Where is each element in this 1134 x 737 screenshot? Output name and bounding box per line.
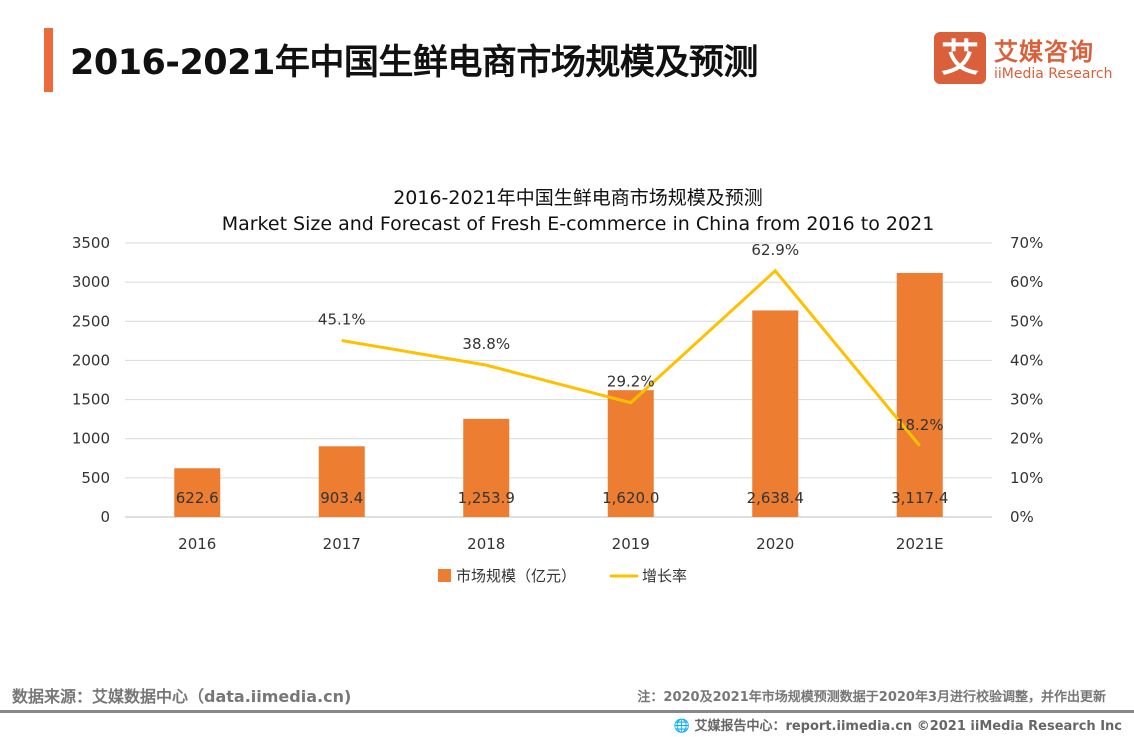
line-value-label: 45.1% — [318, 310, 366, 328]
y-left-tick: 2500 — [72, 312, 110, 330]
y-right-tick: 70% — [1010, 234, 1043, 252]
x-tick: 2018 — [467, 535, 505, 553]
bar — [318, 446, 365, 517]
bar-value-label: 2,638.4 — [747, 489, 804, 507]
bar-value-label: 1,253.9 — [458, 489, 515, 507]
title-accent-bar — [44, 28, 53, 92]
bar-value-label: 622.6 — [176, 489, 219, 507]
y-left-tick: 3500 — [72, 234, 110, 252]
x-tick: 2016 — [178, 535, 216, 553]
y-right-tick: 50% — [1010, 312, 1043, 330]
y-right-tick: 60% — [1010, 273, 1043, 291]
report-credit-text: 艾媒报告中心：report.iimedia.cn ©2021 iiMedia R… — [694, 719, 1122, 734]
bar — [174, 468, 221, 517]
y-left-tick: 0 — [100, 508, 110, 526]
logo-mark: 艾 — [934, 32, 986, 84]
page-title: 2016-2021年中国生鲜电商市场规模及预测 — [70, 43, 758, 83]
y-right-tick: 10% — [1010, 469, 1043, 487]
legend-bar-swatch — [438, 569, 451, 582]
line-value-label: 62.9% — [751, 241, 799, 259]
y-left-tick: 3000 — [72, 273, 110, 291]
bar — [896, 272, 943, 517]
iimedia-logo: 艾 艾媒咨询 iiMedia Research — [934, 32, 1114, 86]
bar — [607, 390, 654, 517]
y-left-tick: 2000 — [72, 351, 110, 369]
logo-name-en: iiMedia Research — [994, 66, 1113, 82]
bar-value-label: 1,620.0 — [602, 489, 659, 507]
y-left-tick: 1000 — [72, 430, 110, 448]
bar-value-label: 903.4 — [320, 489, 363, 507]
footnote: 注：2020及2021年市场规模预测数据于2020年3月进行校验调整，并作出更新 — [637, 690, 1106, 705]
bar — [752, 310, 799, 517]
line-value-label: 18.2% — [896, 416, 944, 434]
line-value-label: 38.8% — [462, 335, 510, 353]
x-tick: 2019 — [612, 535, 650, 553]
y-right-tick: 40% — [1010, 351, 1043, 369]
globe-icon: 🌐 — [673, 719, 690, 734]
y-left-tick: 500 — [81, 469, 110, 487]
x-tick: 2021E — [896, 535, 944, 553]
x-tick: 2020 — [756, 535, 794, 553]
logo-name-cn: 艾媒咨询 — [994, 38, 1094, 66]
y-right-tick: 20% — [1010, 430, 1043, 448]
y-left-tick: 1500 — [72, 391, 110, 409]
footer-divider — [0, 710, 1134, 713]
data-source: 数据来源：艾媒数据中心（data.iimedia.cn) — [12, 687, 352, 706]
report-credit: 🌐 艾媒报告中心：report.iimedia.cn ©2021 iiMedia… — [674, 715, 1122, 734]
x-tick: 2017 — [323, 535, 361, 553]
y-right-tick: 0% — [1010, 508, 1034, 526]
legend-line-label: 增长率 — [642, 567, 687, 585]
growth-rate-line — [341, 268, 921, 447]
chart-title: 2016-2021年中国生鲜电商市场规模及预测 — [393, 187, 763, 209]
bar-value-label: 3,117.4 — [891, 489, 948, 507]
y-right-tick: 30% — [1010, 391, 1043, 409]
chart-subtitle: Market Size and Forecast of Fresh E-comm… — [222, 213, 935, 235]
legend-bar-label: 市场规模（亿元） — [456, 567, 576, 585]
bar — [463, 418, 510, 517]
line-value-label: 29.2% — [607, 373, 655, 391]
